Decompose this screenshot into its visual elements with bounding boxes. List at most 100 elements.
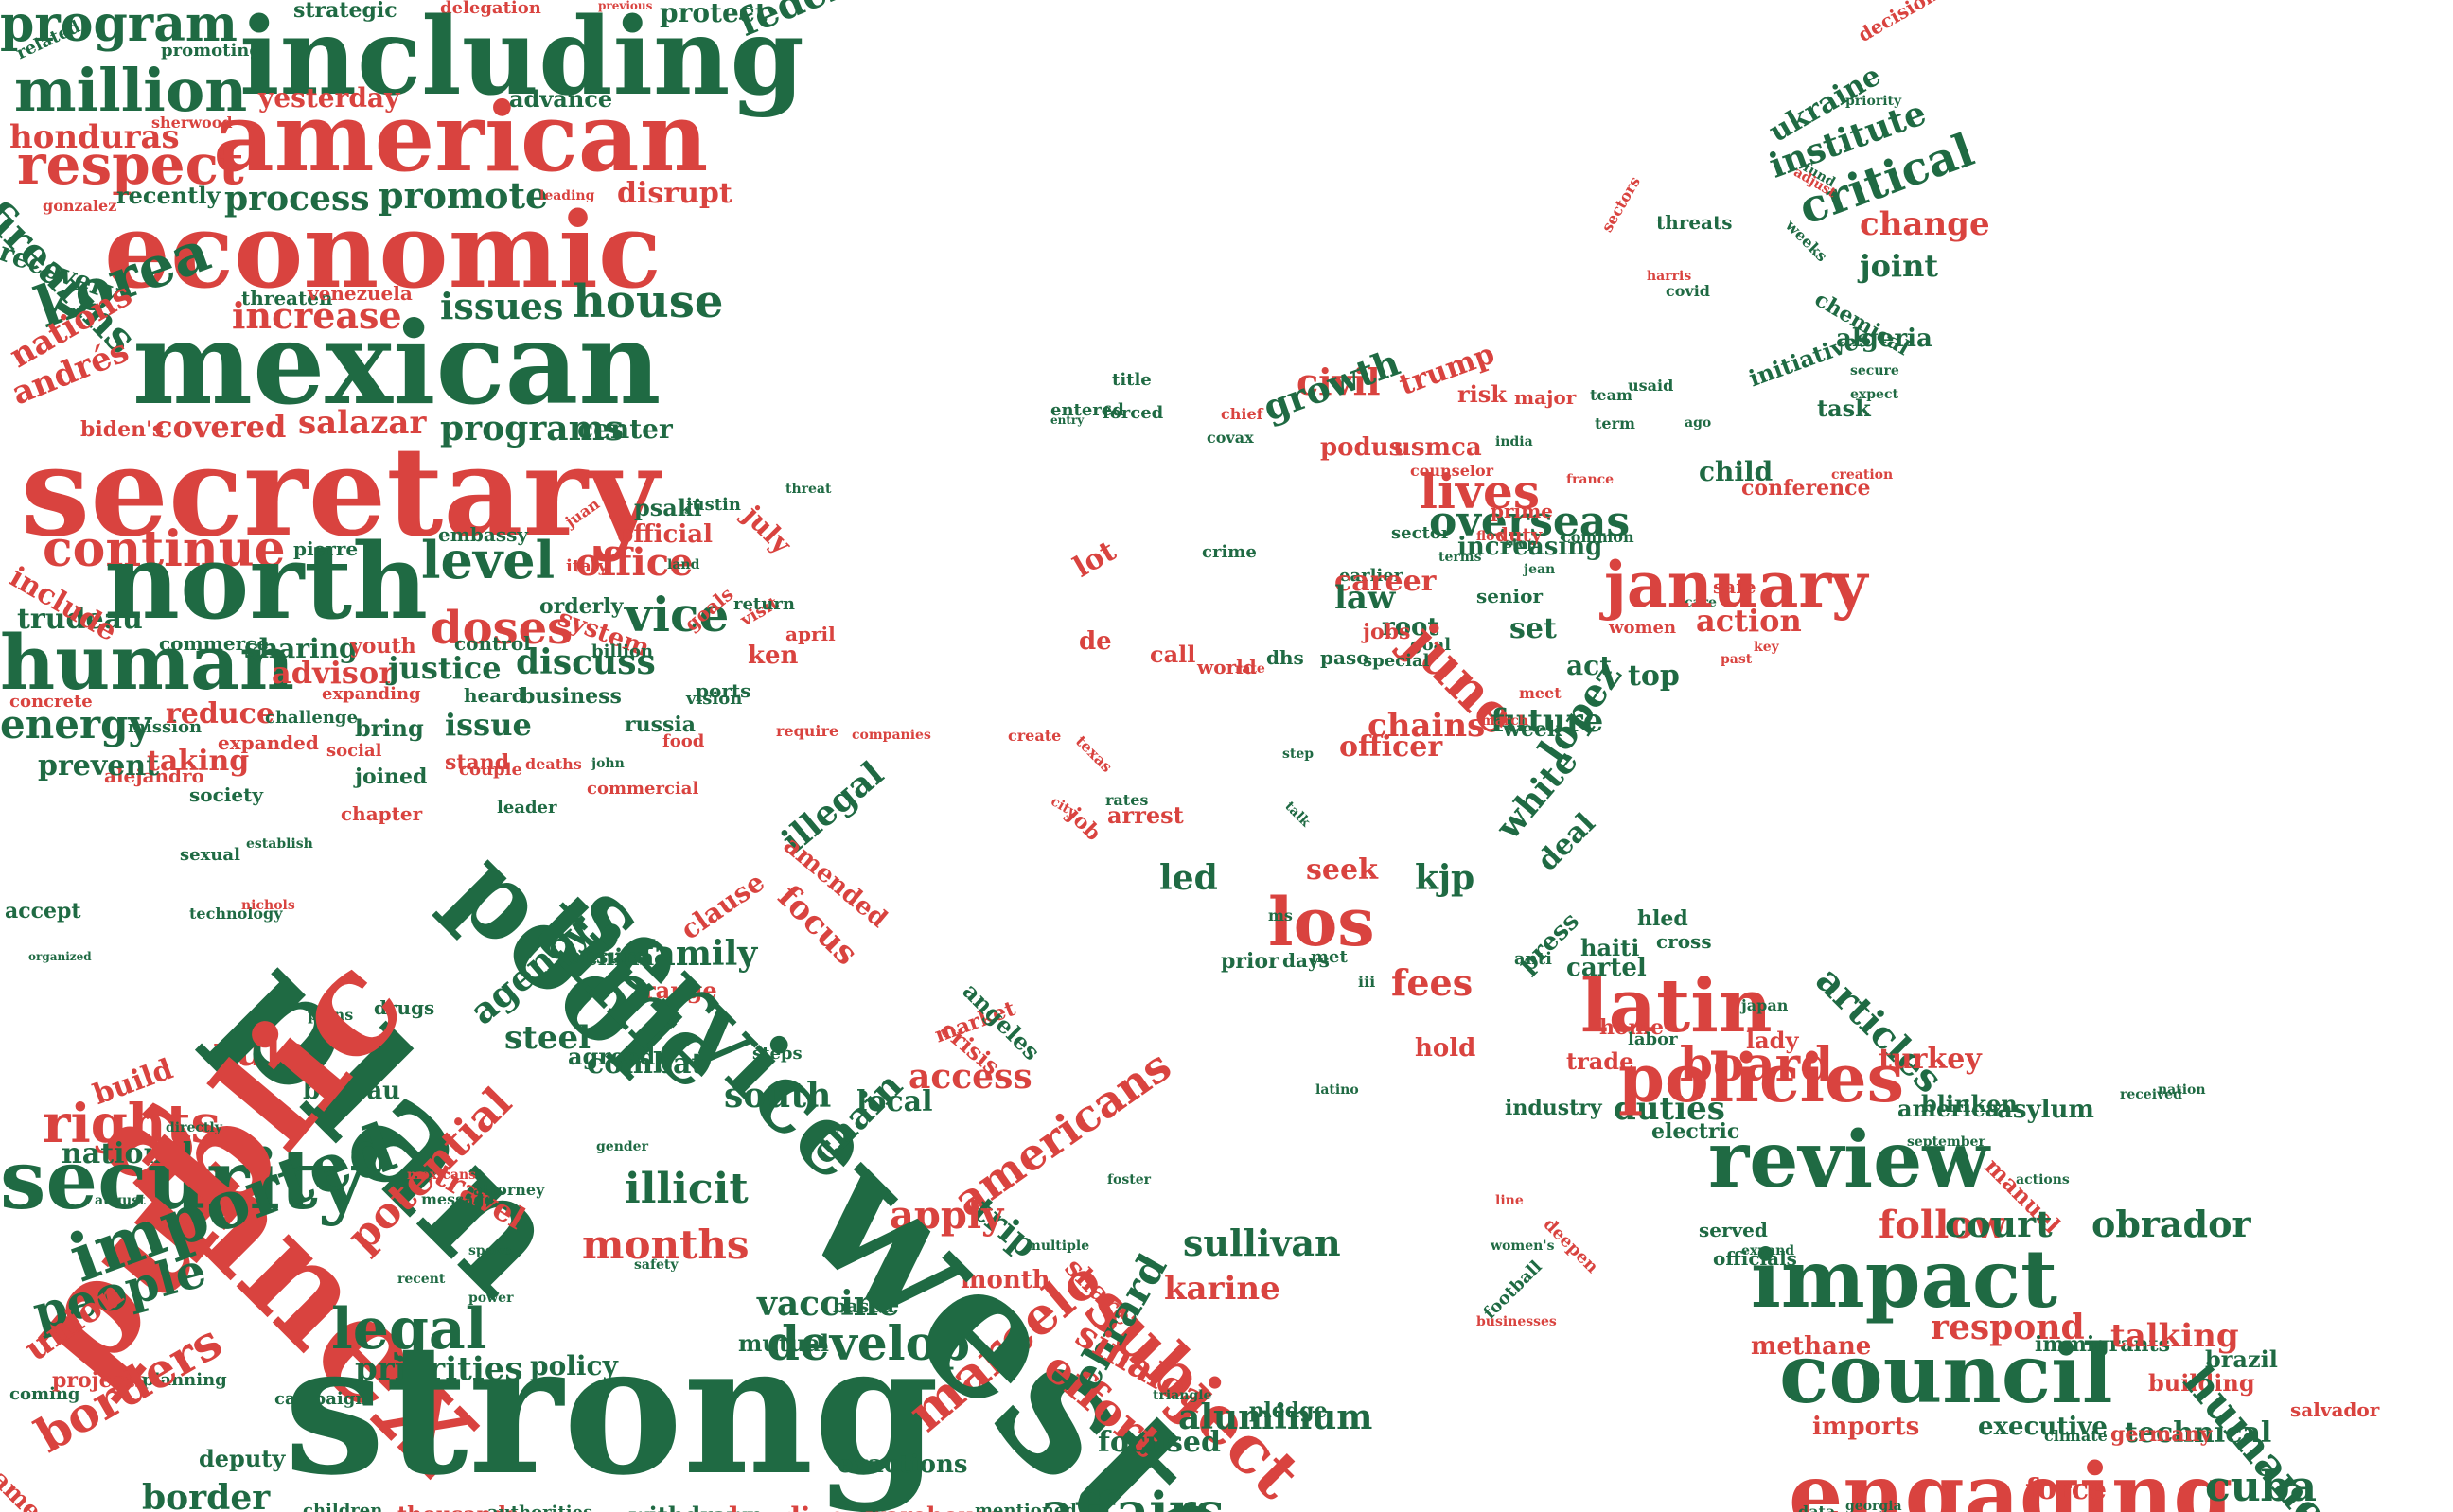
cloud-word: major — [1514, 386, 1577, 409]
cloud-word: technical — [2125, 1416, 2272, 1450]
cloud-word: prevent — [38, 749, 160, 782]
cloud-word: japan — [1741, 996, 1789, 1014]
cloud-word: steel — [504, 1019, 591, 1057]
cloud-word: iii — [1358, 973, 1376, 991]
cloud-word: legal — [331, 1296, 487, 1363]
cloud-word: salazar — [298, 404, 427, 442]
cloud-word: hold — [1415, 1034, 1476, 1063]
cloud-word: sullivan — [1183, 1222, 1341, 1264]
cloud-word: term — [1595, 414, 1635, 432]
cloud-word: increasing — [1457, 533, 1603, 561]
cloud-word: including — [239, 0, 804, 119]
cloud-word: commerce — [159, 632, 270, 655]
cloud-word: mutual — [738, 1329, 830, 1357]
cloud-word: projects — [52, 1368, 147, 1393]
cloud-word: initiatives — [1744, 323, 1875, 393]
cloud-word: increase — [232, 294, 402, 337]
cloud-word: harris — [1647, 269, 1692, 284]
cloud-word: reduce — [166, 697, 275, 730]
cloud-word: podus — [1320, 433, 1403, 462]
cloud-word: pierre — [293, 537, 359, 560]
cloud-word: commercial — [587, 779, 699, 799]
cloud-word: vaccine — [757, 1284, 900, 1324]
cloud-word: city — [1048, 794, 1080, 821]
cloud-word: met — [1311, 947, 1348, 967]
cloud-word: home — [1599, 1015, 1664, 1040]
cloud-word: return — [733, 594, 795, 614]
cloud-word: human — [0, 618, 294, 707]
cloud-word: women's — [1491, 1239, 1555, 1254]
cloud-word: threats — [1656, 211, 1733, 234]
cloud-word: germany — [2110, 1422, 2213, 1447]
cloud-word: creation — [1831, 467, 1894, 483]
cloud-word: withdrawn — [629, 1504, 763, 1512]
cloud-word: respond — [1931, 1308, 2085, 1347]
cloud-word: bring — [355, 714, 424, 742]
cloud-word: delegation — [440, 0, 541, 18]
cloud-word: goal — [1410, 635, 1452, 655]
cloud-word: organized — [28, 950, 92, 963]
cloud-word: million — [14, 56, 248, 125]
cloud-word: overseas — [1429, 498, 1631, 546]
cloud-word: range — [644, 976, 717, 1004]
cloud-word: orderly — [539, 594, 624, 619]
cloud-word: deputy — [199, 1445, 286, 1472]
cloud-word: week — [1503, 717, 1562, 742]
cloud-word: paso — [1320, 646, 1369, 669]
cloud-word: programs — [440, 409, 624, 448]
cloud-word: prime — [1491, 500, 1554, 522]
cloud-word: joined — [355, 765, 428, 789]
cloud-word: challenge — [265, 708, 358, 728]
cloud-word: fees — [1391, 961, 1474, 1004]
cloud-word: texas — [1071, 731, 1117, 776]
cloud-word: focused — [1098, 1426, 1221, 1459]
cloud-word: plans — [308, 1006, 354, 1024]
cloud-word: official — [617, 520, 713, 549]
cloud-word: labor — [1628, 1029, 1678, 1049]
cloud-word: sector — [1391, 523, 1451, 543]
cloud-word: conference — [1741, 476, 1871, 501]
cloud-word: stop — [1505, 536, 1537, 552]
cloud-word: spoke — [468, 1243, 512, 1258]
cloud-word: deal — [1530, 806, 1602, 878]
cloud-word: duties — [1614, 1090, 1725, 1128]
cloud-word: crime — [1202, 542, 1257, 562]
cloud-word: hled — [1637, 906, 1688, 931]
cloud-word: india — [1495, 434, 1533, 449]
cloud-word: recent — [397, 1272, 446, 1287]
cloud-word: title — [1112, 370, 1152, 390]
cloud-word: justin — [686, 495, 741, 515]
cloud-word: board — [1680, 1036, 1834, 1092]
cloud-word: psaki — [634, 494, 702, 521]
cloud-word: recently — [116, 182, 221, 209]
cloud-word: france — [1566, 472, 1615, 487]
cloud-word: house — [573, 275, 724, 328]
cloud-word: nichols — [241, 898, 295, 913]
cloud-word: border — [142, 1478, 271, 1512]
cloud-word: vision — [686, 689, 743, 709]
cloud-word: steps — [752, 1044, 803, 1064]
cloud-word: algeria — [1836, 325, 1932, 353]
cloud-word: received — [2120, 1087, 2182, 1102]
cloud-word: technology — [189, 905, 283, 923]
cloud-word: accept — [5, 899, 81, 923]
cloud-word: china — [584, 943, 655, 971]
cloud-word: economic — [104, 189, 662, 311]
cloud-word: actions — [2016, 1172, 2070, 1187]
cloud-word: football — [1479, 1257, 1546, 1324]
cloud-word: call — [1150, 641, 1196, 668]
cloud-word: review — [1708, 1115, 1989, 1205]
cloud-word: food — [662, 731, 705, 751]
cloud-word: entry — [1050, 413, 1085, 427]
cloud-word: entered — [1050, 400, 1124, 420]
cloud-word: strategic — [293, 0, 397, 23]
cloud-word: july — [736, 499, 798, 560]
cloud-word: couple — [459, 760, 522, 780]
cloud-word: rule — [213, 1028, 308, 1076]
cloud-word: duty — [1495, 523, 1543, 546]
cloud-word: jobs — [1363, 620, 1411, 644]
cloud-word: gonzalez — [43, 197, 117, 215]
cloud-word: triangle — [1153, 1388, 1212, 1403]
cloud-word: embassy — [438, 523, 528, 546]
cloud-word: develop — [767, 1315, 970, 1371]
